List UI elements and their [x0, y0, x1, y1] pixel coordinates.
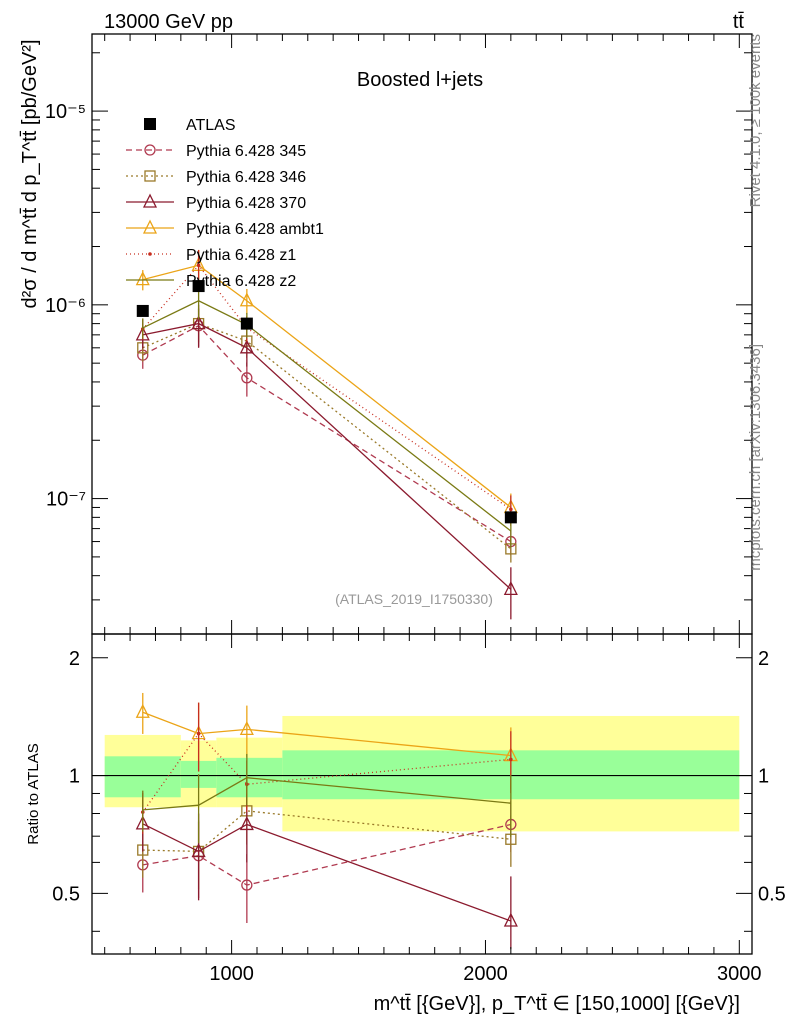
- data-point: [192, 280, 205, 293]
- legend-label: ATLAS: [186, 117, 236, 134]
- mcplots-label: mcplots.cern.ch [arXiv:1306.3436]: [747, 344, 764, 571]
- rivet-label: Rivet 4.1.0, ≥ 100k events: [747, 34, 764, 207]
- series-line: [142, 264, 512, 508]
- ratio-series-line: [142, 823, 511, 886]
- legend-item: Pythia 6.428 345: [126, 143, 306, 160]
- ratio-point: [239, 816, 254, 831]
- x-tick-label: 2000: [463, 963, 508, 985]
- ratio-tick-label: 1: [758, 766, 769, 788]
- data-point: [504, 511, 517, 524]
- series-point: [135, 326, 150, 341]
- header-left: 13000 GeV pp: [104, 11, 233, 33]
- chart-title: Boosted l+jets: [357, 69, 483, 91]
- series-point: [135, 271, 150, 286]
- y-tick-label: 10⁻⁶: [45, 295, 86, 317]
- ratio-tick-label: 0.5: [52, 883, 80, 905]
- ratio-point: [135, 703, 150, 718]
- ratio-point: [191, 842, 206, 858]
- ratio-point: [239, 720, 254, 735]
- series-line: [142, 264, 512, 510]
- x-axis-label: m^tt̄ [{GeV}], p_T^tt̄ ∈ [150,1000] [{Ge…: [374, 993, 740, 1015]
- y-tick-label: 10⁻⁷: [46, 489, 86, 511]
- series-point: [241, 372, 253, 384]
- legend-item: Pythia 6.428 ambt1: [126, 219, 324, 238]
- legend-item: Pythia 6.428 346: [126, 169, 306, 186]
- ratio-point: [509, 757, 513, 762]
- legend-marker: [144, 170, 156, 182]
- legend-marker: [148, 252, 152, 256]
- data-point: [136, 304, 149, 317]
- series-line: [142, 322, 512, 550]
- legend-label: Pythia 6.428 345: [186, 143, 306, 160]
- ratio-y-axis-label: Ratio to ATLAS: [25, 743, 42, 844]
- series-line: [142, 300, 512, 532]
- legend-item: Pythia 6.428 370: [126, 193, 306, 212]
- legend-marker: [144, 144, 156, 156]
- legend-label: Pythia 6.428 z1: [186, 247, 296, 264]
- legend: ATLAS Pythia 6.428 345 Pythia 6.428 346 Pyt…: [126, 117, 324, 290]
- series-point: [503, 580, 518, 596]
- header-right: tt̄: [733, 11, 745, 33]
- ratio-tick-label: 1: [69, 766, 80, 788]
- legend-label: Pythia 6.428 z2: [186, 273, 296, 290]
- ratio-series-line: [142, 732, 511, 813]
- legend-item-data: ATLAS: [144, 117, 236, 134]
- ratio-series-line: [142, 777, 511, 811]
- legend-marker: [142, 193, 158, 208]
- legend-marker: [142, 219, 158, 234]
- legend-item: Pythia 6.428 z2: [126, 273, 296, 290]
- ratio-tick-label: 2: [69, 648, 80, 670]
- ratio-point: [503, 912, 518, 927]
- x-tick-label: 1000: [209, 963, 254, 985]
- y-tick-label: 10⁻⁵: [45, 101, 86, 123]
- legend-marker: [144, 118, 156, 130]
- ratio-plot-frame: [91, 633, 753, 955]
- legend-label: Pythia 6.428 370: [186, 195, 306, 212]
- ratio-band-inner: [104, 756, 181, 798]
- series-point: [509, 507, 513, 512]
- watermark: (ATLAS_2019_I1750330): [335, 591, 493, 607]
- ratio-point: [241, 879, 253, 891]
- ratio-tick-label: 0.5: [758, 883, 786, 905]
- x-tick-label: 3000: [717, 963, 762, 985]
- ratio-series-line: [142, 711, 511, 757]
- ratio-series-line: [142, 810, 511, 853]
- legend-label: Pythia 6.428 346: [186, 169, 306, 186]
- series-point: [196, 263, 201, 268]
- series-point: [239, 339, 254, 354]
- ratio-tick-label: 2: [758, 648, 769, 670]
- series-point: [191, 315, 206, 330]
- series-point: [239, 292, 254, 307]
- ratio-point: [196, 731, 201, 736]
- ratio-series-line: [142, 823, 512, 922]
- legend-label: Pythia 6.428 ambt1: [186, 221, 324, 238]
- y-axis-label: d²σ / d m^tt̄ d p_T^tt̄ [pb/GeV²]: [19, 40, 41, 309]
- data-point: [240, 317, 253, 330]
- series-line: [142, 324, 512, 543]
- series-line: [142, 322, 512, 590]
- legend-item: Pythia 6.428 z1: [126, 247, 296, 264]
